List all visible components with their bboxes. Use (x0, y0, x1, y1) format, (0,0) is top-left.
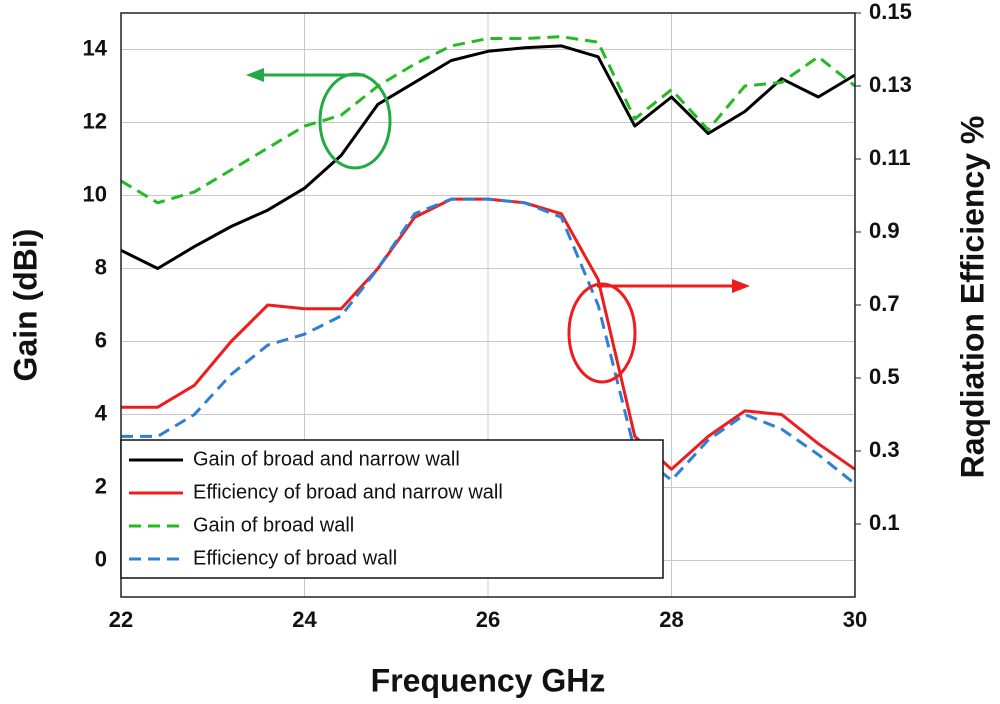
legend-label: Gain of broad wall (193, 514, 354, 536)
y2-tick-label: 0.1 (869, 510, 900, 535)
x-tick-label: 28 (659, 607, 683, 632)
legend-label: Gain of broad and narrow wall (193, 448, 460, 470)
y2-tick-label: 0.15 (869, 0, 912, 24)
annotation-arrowhead (246, 68, 264, 82)
y2-tick-label: 0.5 (869, 364, 900, 389)
annotation-ellipse (567, 282, 637, 384)
y-tick-label: 10 (83, 181, 107, 206)
y-tick-label: 12 (83, 108, 107, 133)
y-tick-label: 0 (95, 546, 107, 571)
series-line (120, 44, 856, 270)
y-tick-label: 14 (83, 35, 108, 60)
x-tick-label: 22 (109, 607, 133, 632)
x-tick-label: 24 (292, 607, 317, 632)
y-axis-label: Gain (dBi) (7, 229, 43, 382)
y-tick-label: 6 (95, 327, 107, 352)
y2-tick-label: 0.9 (869, 218, 900, 243)
y2-axis-label: Raqdiation Efficiency % (954, 116, 990, 479)
y-tick-label: 4 (95, 400, 108, 425)
y2-tick-label: 0.13 (869, 72, 912, 97)
legend-label: Efficiency of broad wall (193, 547, 397, 569)
x-tick-label: 26 (476, 607, 500, 632)
x-axis-label: Frequency GHz (371, 662, 606, 698)
legend: Gain of broad and narrow wall Efficiency … (120, 439, 664, 579)
y2-tick-label: 0.11 (869, 145, 911, 170)
y2-tick-label: 0.3 (869, 437, 900, 462)
y-tick-label: 8 (95, 254, 107, 279)
legend-box (120, 439, 664, 579)
grid (120, 13, 856, 597)
y2-tick-label: 0.7 (869, 291, 900, 316)
legend-label: Efficiency of broad and narrow wall (193, 481, 503, 503)
annotation-arrowhead (732, 279, 750, 293)
y-tick-label: 2 (95, 473, 107, 498)
series-line (120, 35, 856, 205)
x-tick-label: 30 (843, 607, 867, 632)
series-line (121, 197, 856, 486)
lines (120, 35, 856, 486)
